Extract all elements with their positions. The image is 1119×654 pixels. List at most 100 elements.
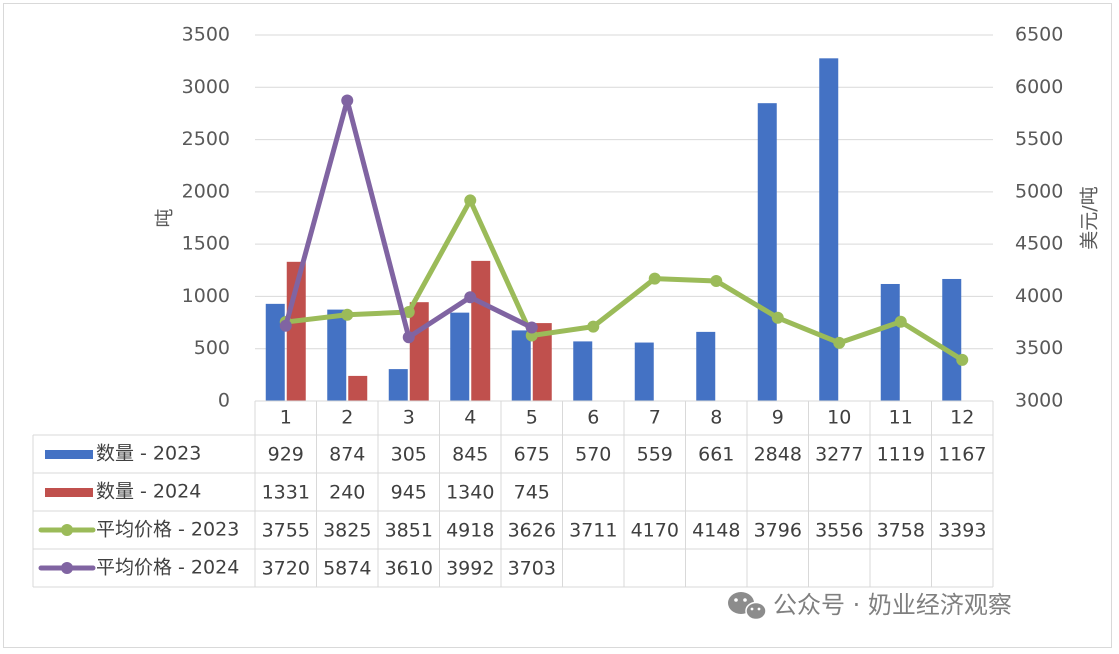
line-point bbox=[648, 272, 661, 285]
data-label: 3277 bbox=[815, 444, 863, 466]
bar bbox=[265, 303, 285, 401]
y-left-tick-label: 1000 bbox=[182, 285, 230, 307]
y-left-tick-label: 0 bbox=[218, 390, 230, 412]
line-series bbox=[283, 197, 965, 363]
line-point bbox=[402, 331, 415, 344]
bar bbox=[450, 312, 470, 401]
legend-key-bar bbox=[45, 450, 93, 459]
line-point bbox=[464, 291, 477, 304]
x-tick-label: 10 bbox=[827, 407, 851, 429]
data-label: 3626 bbox=[508, 520, 556, 542]
x-tick-label: 1 bbox=[280, 407, 292, 429]
data-label: 4170 bbox=[631, 520, 679, 542]
data-label: 4918 bbox=[446, 520, 494, 542]
x-tick-label: 8 bbox=[710, 407, 722, 429]
line-point bbox=[833, 336, 846, 349]
data-label: 661 bbox=[698, 444, 734, 466]
data-label: 2848 bbox=[754, 444, 802, 466]
legend-label: 数量 - 2023 bbox=[96, 443, 201, 465]
data-label: 570 bbox=[575, 444, 611, 466]
legend-label: 数量 - 2024 bbox=[96, 481, 201, 503]
y-right-tick-label: 6000 bbox=[1015, 76, 1063, 98]
data-label: 945 bbox=[391, 482, 427, 504]
legend-key-marker bbox=[61, 524, 73, 536]
line-point bbox=[525, 321, 538, 334]
legend-key-bar bbox=[45, 488, 93, 497]
bar bbox=[327, 309, 347, 401]
data-label: 305 bbox=[391, 444, 427, 466]
data-label: 1119 bbox=[877, 444, 925, 466]
wechat-icon bbox=[728, 592, 767, 621]
line-point bbox=[710, 274, 723, 287]
line-point bbox=[341, 308, 354, 321]
bar bbox=[471, 260, 491, 401]
bar bbox=[696, 331, 716, 401]
bar bbox=[532, 323, 552, 401]
y-left-tick-label: 3500 bbox=[182, 24, 230, 46]
data-label: 559 bbox=[637, 444, 673, 466]
y-left-tick-label: 3000 bbox=[182, 76, 230, 98]
line-point bbox=[771, 311, 784, 324]
data-label: 3825 bbox=[323, 520, 371, 542]
data-label: 3755 bbox=[262, 520, 310, 542]
line-point bbox=[587, 320, 600, 333]
data-label: 3992 bbox=[446, 558, 494, 580]
x-tick-label: 3 bbox=[403, 407, 415, 429]
data-label: 3556 bbox=[815, 520, 863, 542]
y-right-axis-title: 美元/吨 bbox=[1079, 186, 1101, 249]
data-label: 3711 bbox=[569, 520, 617, 542]
bar bbox=[634, 342, 654, 401]
x-tick-label: 6 bbox=[587, 407, 599, 429]
line-point bbox=[341, 94, 354, 107]
x-tick-label: 12 bbox=[950, 407, 974, 429]
watermark-text: 公众号 · 奶业经济观察 bbox=[773, 591, 1012, 619]
data-label: 3796 bbox=[754, 520, 802, 542]
bar bbox=[348, 375, 368, 401]
line-point bbox=[279, 319, 292, 332]
y-left-tick-label: 500 bbox=[194, 337, 230, 359]
data-label: 4148 bbox=[692, 520, 740, 542]
y-left-tick-label: 2000 bbox=[182, 180, 230, 202]
legend-label: 平均价格 - 2023 bbox=[96, 519, 239, 541]
data-label: 3720 bbox=[262, 558, 310, 580]
y-left-tick-label: 2500 bbox=[182, 128, 230, 150]
data-label: 3610 bbox=[385, 558, 433, 580]
data-label: 845 bbox=[452, 444, 488, 466]
y-right-tick-label: 6500 bbox=[1015, 24, 1063, 46]
bar bbox=[388, 369, 408, 401]
bar bbox=[942, 278, 962, 401]
data-label: 5874 bbox=[323, 558, 371, 580]
line-point bbox=[402, 306, 415, 319]
y-right-tick-label: 3000 bbox=[1015, 390, 1063, 412]
bar bbox=[511, 330, 531, 401]
bar bbox=[880, 283, 900, 401]
data-label: 675 bbox=[514, 444, 550, 466]
x-tick-label: 11 bbox=[889, 407, 913, 429]
data-label: 929 bbox=[268, 444, 304, 466]
line-point bbox=[894, 315, 907, 328]
bar bbox=[819, 58, 839, 401]
data-label: 3851 bbox=[385, 520, 433, 542]
x-tick-label: 2 bbox=[341, 407, 353, 429]
data-label: 1340 bbox=[446, 482, 494, 504]
data-label: 1331 bbox=[262, 482, 310, 504]
x-tick-label: 4 bbox=[464, 407, 476, 429]
data-label: 874 bbox=[329, 444, 365, 466]
legend-label: 平均价格 - 2024 bbox=[96, 557, 239, 579]
x-tick-label: 7 bbox=[649, 407, 661, 429]
y-left-axis-title: 吨 bbox=[154, 208, 176, 227]
watermark: 公众号 · 奶业经济观察 bbox=[728, 591, 1012, 621]
bar bbox=[573, 341, 593, 401]
y-right-tick-label: 5500 bbox=[1015, 128, 1063, 150]
bar bbox=[409, 302, 429, 401]
data-label: 3703 bbox=[508, 558, 556, 580]
line-point bbox=[464, 194, 477, 207]
x-tick-label: 5 bbox=[526, 407, 538, 429]
y-right-tick-label: 3500 bbox=[1015, 337, 1063, 359]
y-left-tick-label: 1500 bbox=[182, 233, 230, 255]
data-label: 1167 bbox=[938, 444, 986, 466]
bar bbox=[757, 103, 777, 401]
line-series bbox=[283, 97, 535, 340]
y-right-tick-label: 4000 bbox=[1015, 285, 1063, 307]
